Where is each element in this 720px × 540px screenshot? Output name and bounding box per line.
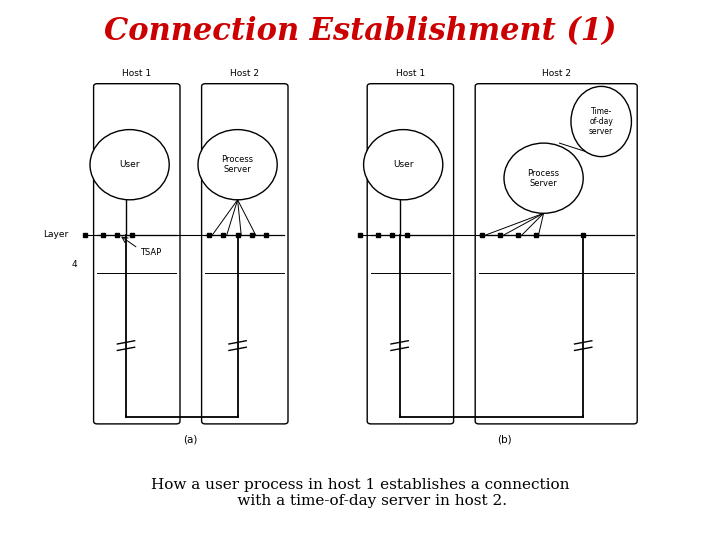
Text: TSAP: TSAP xyxy=(140,248,162,257)
Ellipse shape xyxy=(198,130,277,200)
Text: (a): (a) xyxy=(184,435,198,445)
Text: (b): (b) xyxy=(497,435,511,445)
Text: Host 2: Host 2 xyxy=(230,69,259,78)
Text: User: User xyxy=(393,160,413,169)
Text: How a user process in host 1 establishes a connection
     with a time-of-day se: How a user process in host 1 establishes… xyxy=(150,478,570,508)
Text: Host 1: Host 1 xyxy=(122,69,151,78)
Text: Layer: Layer xyxy=(43,231,68,239)
Text: Connection Establishment (1): Connection Establishment (1) xyxy=(104,16,616,47)
Ellipse shape xyxy=(364,130,443,200)
FancyBboxPatch shape xyxy=(94,84,180,424)
Text: Host 2: Host 2 xyxy=(541,69,571,78)
Ellipse shape xyxy=(571,86,631,157)
FancyBboxPatch shape xyxy=(367,84,454,424)
Text: Host 1: Host 1 xyxy=(396,69,425,78)
FancyBboxPatch shape xyxy=(202,84,288,424)
FancyBboxPatch shape xyxy=(475,84,637,424)
Ellipse shape xyxy=(90,130,169,200)
Text: Process
Server: Process Server xyxy=(528,168,559,188)
Ellipse shape xyxy=(504,143,583,213)
Text: Time-
of-day
server: Time- of-day server xyxy=(589,106,613,137)
Text: Process
Server: Process Server xyxy=(222,155,253,174)
Text: User: User xyxy=(120,160,140,169)
Text: 4: 4 xyxy=(71,260,77,269)
